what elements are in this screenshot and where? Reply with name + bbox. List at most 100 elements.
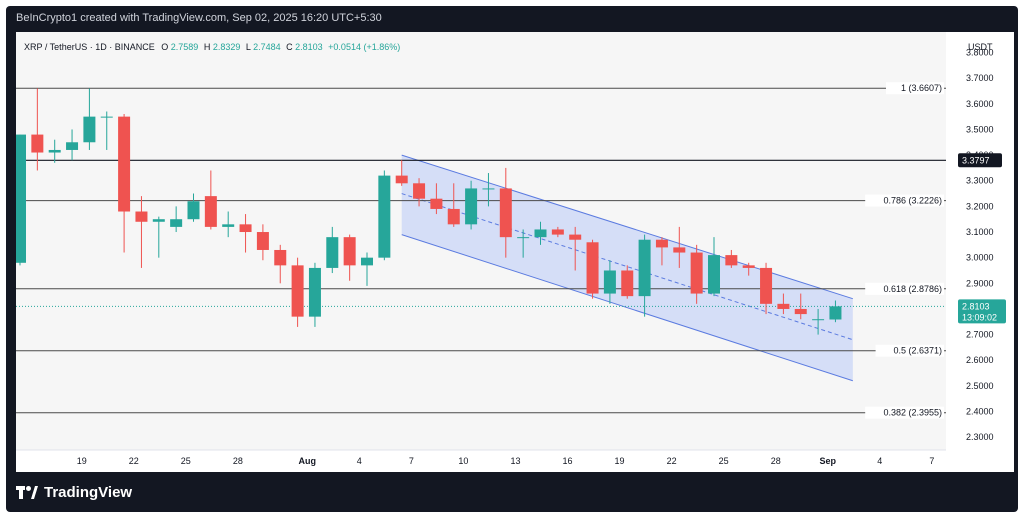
candle-body[interactable] (170, 219, 183, 227)
candle-body[interactable] (413, 183, 426, 199)
candle-body[interactable] (794, 308, 807, 315)
channel-lower-line[interactable] (401, 234, 853, 382)
candle-body[interactable] (16, 134, 26, 263)
y-tick-label: 3.3000 (966, 176, 994, 186)
legend-open-label: O (161, 42, 168, 52)
x-tick-label: 7 (929, 456, 934, 466)
candle-body[interactable] (621, 270, 634, 297)
candle-body[interactable] (256, 232, 269, 250)
candle-body[interactable] (152, 219, 165, 222)
fib-levels: 1 (3.6607) 0.786 (3.2226) 0.618 (2.8786) 0.… (16, 82, 946, 419)
price-chart[interactable]: 1 (3.6607) 0.786 (3.2226) 0.618 (2.8786) 0.… (16, 32, 1014, 472)
candle-body[interactable] (777, 303, 790, 309)
x-tick-label: 22 (129, 456, 139, 466)
y-tick-label: 3.8000 (966, 48, 994, 58)
fib-level-label: 0.5 (2.6371) (893, 346, 942, 356)
candle-body[interactable] (638, 239, 651, 297)
footer: TradingView (6, 472, 1018, 512)
candle-body[interactable] (31, 134, 44, 153)
chart-frame: BeInCrypto1 created with TradingView.com… (6, 6, 1018, 512)
x-tick-label: 25 (719, 456, 729, 466)
candle-body[interactable] (204, 196, 217, 227)
channel-upper-line[interactable] (401, 154, 853, 300)
candle-body[interactable] (222, 224, 235, 227)
candle-body[interactable] (66, 142, 79, 150)
svg-text:XRP / TetherUS · 1D · BINANCE: XRP / TetherUS · 1D · BINANCE O 2.7589 H… (24, 42, 400, 52)
candle-body[interactable] (135, 211, 148, 222)
candle-body[interactable] (326, 237, 339, 268)
x-tick-label: 28 (233, 456, 243, 466)
x-tick-label: 19 (615, 456, 625, 466)
candle-body[interactable] (812, 319, 825, 321)
y-tick-label: 2.9000 (966, 278, 994, 288)
tradingview-brand[interactable]: TradingView (16, 484, 132, 501)
candle-body[interactable] (308, 267, 321, 317)
y-axis: 3.80003.70003.60003.50003.40003.30003.20… (966, 48, 994, 443)
legend-high-value: 2.8329 (213, 42, 241, 52)
candle-body[interactable] (48, 149, 61, 153)
legend-low-label: L (246, 42, 251, 52)
candle-body[interactable] (760, 267, 773, 304)
x-tick-label: 4 (357, 456, 362, 466)
legend-low-value: 2.7484 (253, 42, 281, 52)
candles (16, 88, 842, 335)
candle-body[interactable] (569, 234, 582, 240)
candle-body[interactable] (361, 257, 373, 266)
candle-body[interactable] (517, 237, 530, 239)
candle-body[interactable] (586, 242, 599, 294)
y-tick-label: 3.0000 (966, 253, 994, 263)
x-tick-label: 13 (510, 456, 520, 466)
candle-body[interactable] (100, 116, 113, 118)
candle-body[interactable] (291, 265, 304, 317)
candle-body[interactable] (274, 249, 287, 266)
y-tick-label: 3.7000 (966, 73, 994, 83)
candle-body[interactable] (742, 265, 755, 268)
y-tick-label: 2.5000 (966, 381, 994, 391)
candle-body[interactable] (118, 116, 131, 212)
candle-body[interactable] (343, 237, 356, 266)
candle-body[interactable] (655, 239, 668, 248)
y-tick-label: 3.1000 (966, 227, 994, 237)
brand-name: TradingView (44, 484, 133, 501)
y-tick-label: 3.6000 (966, 99, 994, 109)
candle-body[interactable] (725, 255, 738, 266)
candle-body[interactable] (708, 255, 720, 294)
x-tick-label: Sep (819, 456, 836, 466)
y-tick-label: 3.2000 (966, 201, 994, 211)
x-tick-label: 19 (77, 456, 87, 466)
candle-body[interactable] (551, 229, 564, 235)
fib-level-label-bg (865, 282, 944, 295)
fib-level-label: 0.618 (2.8786) (883, 284, 942, 294)
resistance-price-tag (958, 153, 1002, 168)
candle-body[interactable] (430, 198, 443, 209)
legend-close-label: C (286, 42, 293, 52)
candle-body[interactable] (378, 175, 391, 258)
attribution-text: BeInCrypto1 created with TradingView.com… (16, 12, 382, 24)
candle-body[interactable] (482, 188, 495, 190)
candle-countdown-text: 13:09:02 (962, 312, 997, 322)
fib-level-label-bg (865, 194, 944, 207)
tradingview-logo-icon (16, 485, 38, 499)
candle-body[interactable] (673, 247, 686, 253)
candle-body[interactable] (603, 270, 616, 294)
y-tick-label: 2.4000 (966, 407, 994, 417)
candle-body[interactable] (447, 208, 460, 225)
candle-body[interactable] (499, 188, 512, 238)
candle-body[interactable] (187, 201, 200, 220)
candle-body[interactable] (829, 306, 842, 320)
y-tick-label: 2.6000 (966, 355, 994, 365)
legend-close-value: 2.8103 (295, 42, 323, 52)
last-price-text: 2.8103 (962, 301, 990, 311)
candle-body[interactable] (83, 116, 96, 143)
y-tick-label: 2.7000 (966, 330, 994, 340)
chart-panel[interactable]: 1 (3.6607) 0.786 (3.2226) 0.618 (2.8786) 0.… (16, 32, 1014, 472)
candle-body[interactable] (534, 229, 547, 238)
x-tick-label: 28 (771, 456, 781, 466)
candle-body[interactable] (465, 188, 478, 225)
candle-body[interactable] (395, 175, 408, 184)
candle-body[interactable] (690, 252, 703, 294)
legend-open-value: 2.7589 (171, 42, 199, 52)
candle-body[interactable] (239, 224, 252, 233)
y-tick-label: 3.5000 (966, 124, 994, 134)
